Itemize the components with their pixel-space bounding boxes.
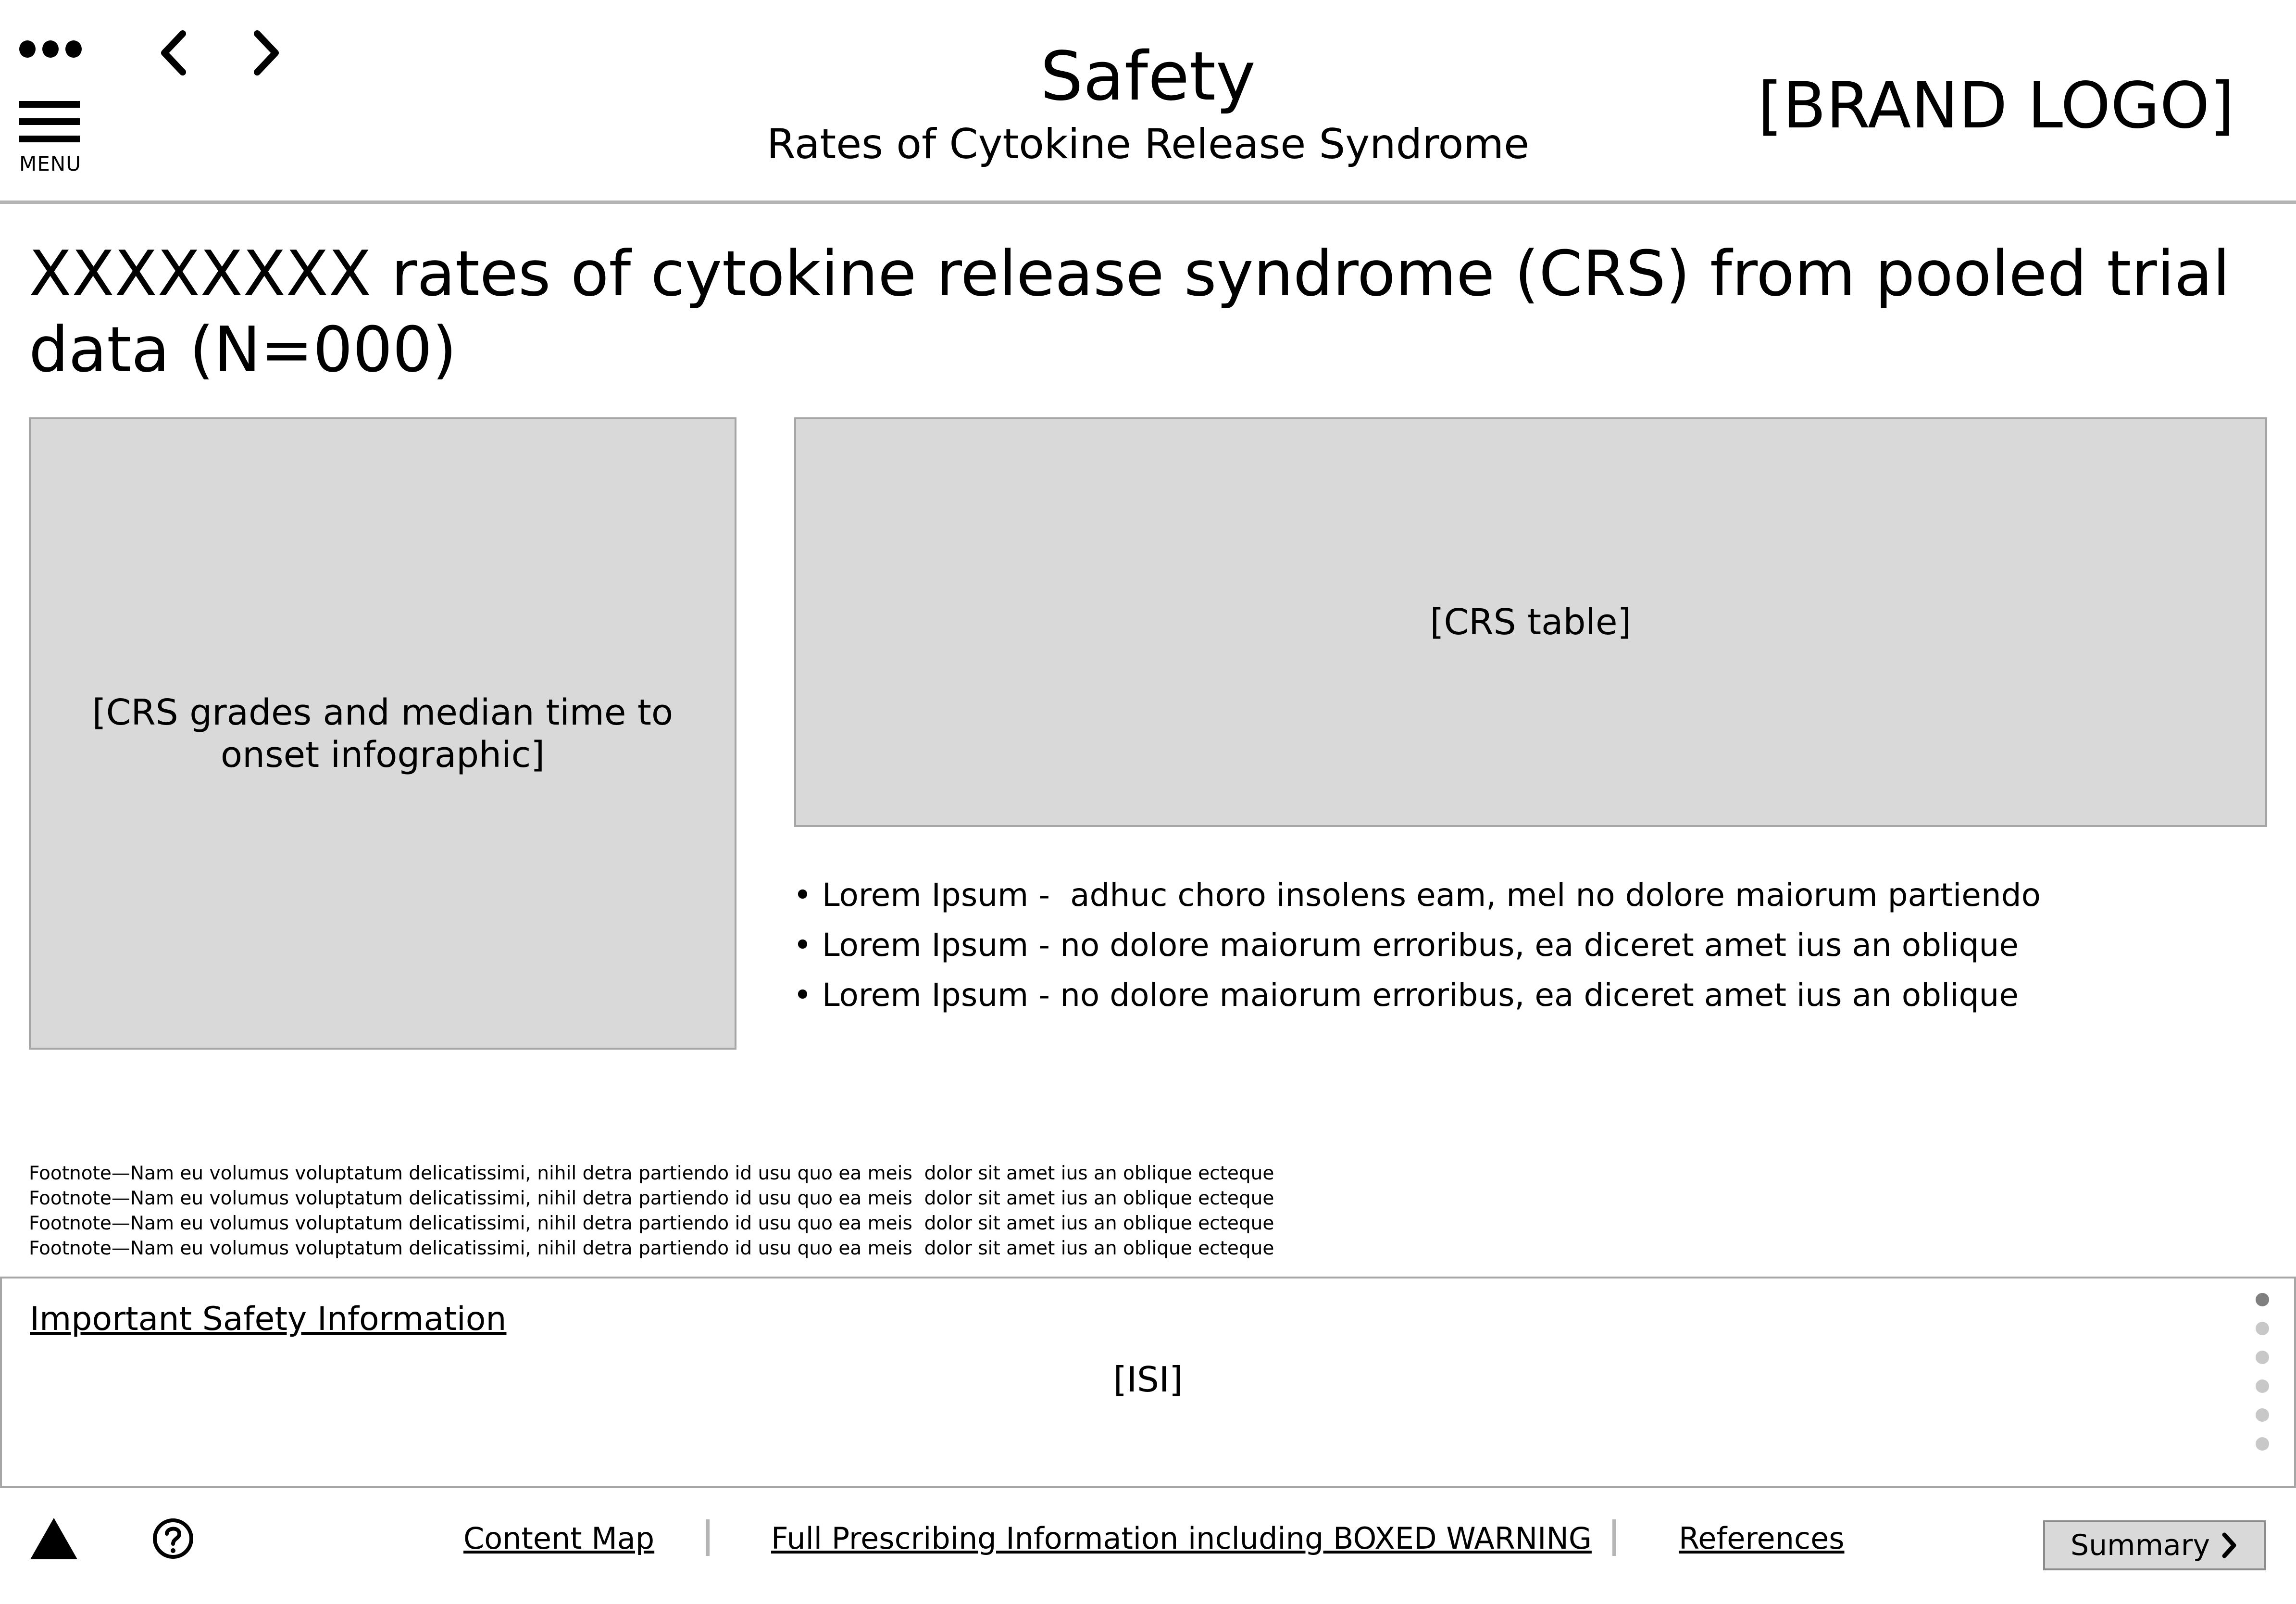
isi-scroll-indicator[interactable]: [2256, 1293, 2270, 1466]
isi-page-dot[interactable]: [2256, 1351, 2269, 1364]
bullet-list: • Lorem Ipsum - adhuc choro insolens eam…: [793, 870, 2235, 1020]
isi-page-dot[interactable]: [2256, 1408, 2269, 1422]
chevron-right-icon: [2222, 1532, 2236, 1558]
brand-logo: [BRAND LOGO]: [1758, 69, 2234, 143]
isi-page-dot[interactable]: [2256, 1293, 2269, 1306]
summary-button[interactable]: Summary: [2043, 1520, 2266, 1570]
isi-page-dot[interactable]: [2256, 1379, 2269, 1393]
footnote: Footnote—Nam eu volumus voluptatum delic…: [29, 1188, 1274, 1209]
footer-divider: [706, 1519, 710, 1556]
isi-panel[interactable]: Important Safety Information [ISI]: [0, 1277, 2296, 1488]
infographic-placeholder-label: [CRS grades and median time to onset inf…: [92, 691, 674, 776]
header-bar: MENU Safety Rates of Cytokine Release Sy…: [0, 0, 2296, 204]
table-placeholder-label: [CRS table]: [1430, 602, 1632, 643]
back-arrow-icon[interactable]: [149, 26, 202, 79]
crs-infographic-placeholder: [CRS grades and median time to onset inf…: [29, 417, 736, 1050]
footer-divider: [1612, 1519, 1616, 1556]
footnote: Footnote—Nam eu volumus voluptatum delic…: [29, 1238, 1274, 1259]
footnote: Footnote—Nam eu volumus voluptatum delic…: [29, 1163, 1274, 1184]
menu-label: MENU: [19, 152, 81, 175]
isi-page-dot[interactable]: [2256, 1322, 2269, 1335]
summary-button-label: Summary: [2071, 1529, 2210, 1562]
full-prescribing-link[interactable]: Full Prescribing Information including B…: [771, 1521, 1592, 1556]
page-subtitle: Rates of Cytokine Release Syndrome: [766, 120, 1529, 168]
help-circle-icon[interactable]: [147, 1512, 200, 1565]
menu-button[interactable]: MENU: [19, 101, 82, 178]
isi-link[interactable]: Important Safety Information: [30, 1300, 507, 1338]
hamburger-menu-icon: [19, 101, 80, 108]
more-dots-icon[interactable]: [19, 38, 82, 60]
page-title: Safety: [1040, 38, 1256, 116]
crs-table-placeholder: [CRS table]: [794, 417, 2267, 827]
forward-arrow-icon[interactable]: [238, 26, 291, 79]
footnotes: Footnote—Nam eu volumus voluptatum delic…: [29, 1161, 1471, 1261]
references-link[interactable]: References: [1679, 1521, 1845, 1556]
footnote: Footnote—Nam eu volumus voluptatum delic…: [29, 1213, 1274, 1234]
isi-placeholder: [ISI]: [1113, 1359, 1183, 1400]
list-item: • Lorem Ipsum - no dolore maiorum errori…: [793, 927, 2019, 964]
main-heading: XXXXXXXX rates of cytokine release syndr…: [29, 237, 2230, 386]
list-item: • Lorem Ipsum - adhuc choro insolens eam…: [793, 877, 2041, 914]
warning-triangle-icon[interactable]: [27, 1512, 80, 1565]
isi-page-dot[interactable]: [2256, 1437, 2269, 1451]
content-map-link[interactable]: Content Map: [463, 1521, 655, 1556]
list-item: • Lorem Ipsum - no dolore maiorum errori…: [793, 977, 2019, 1014]
